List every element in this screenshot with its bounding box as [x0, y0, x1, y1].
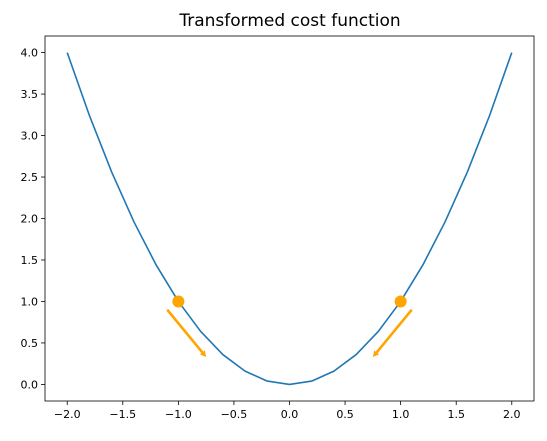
series-line — [66, 52, 513, 386]
plot-area: −2.0 −1.5 −1.0 −0.5 0.0 0.5 1.0 1.5 2.0 0.0 0.5 1.0… — [21, 35, 535, 421]
y-tick-label: 0.0 — [21, 378, 39, 391]
highlight-point — [172, 295, 185, 308]
x-tick-label: 0.5 — [336, 408, 354, 421]
highlight-point — [394, 295, 407, 308]
y-tick-label: 3.0 — [21, 130, 39, 143]
x-tick-label: 1.5 — [447, 408, 465, 421]
plot-frame — [44, 35, 535, 402]
y-tick-label: 2.5 — [21, 171, 39, 184]
gradient-arrow — [375, 308, 413, 354]
arrow-head — [199, 350, 207, 358]
x-tick-label: −2.0 — [54, 408, 81, 421]
x-tick-label: −0.5 — [221, 408, 248, 421]
x-tick-label: 1.0 — [392, 408, 410, 421]
chart-title: Transformed cost function — [178, 11, 400, 31]
x-tick-label: −1.5 — [109, 408, 136, 421]
y-tick-label: 1.5 — [21, 254, 39, 267]
y-tick-label: 3.5 — [21, 88, 39, 101]
x-tick-label: 2.0 — [503, 408, 521, 421]
arrow-head — [372, 350, 380, 358]
gradient-arrow — [166, 308, 204, 354]
y-tick-label: 1.0 — [21, 295, 39, 308]
y-tick-label: 4.0 — [21, 47, 39, 60]
y-tick-label: 0.5 — [21, 337, 39, 350]
y-tick-label: 2.0 — [21, 213, 39, 226]
x-tick-label: −1.0 — [165, 408, 192, 421]
x-tick-label: 0.0 — [281, 408, 299, 421]
